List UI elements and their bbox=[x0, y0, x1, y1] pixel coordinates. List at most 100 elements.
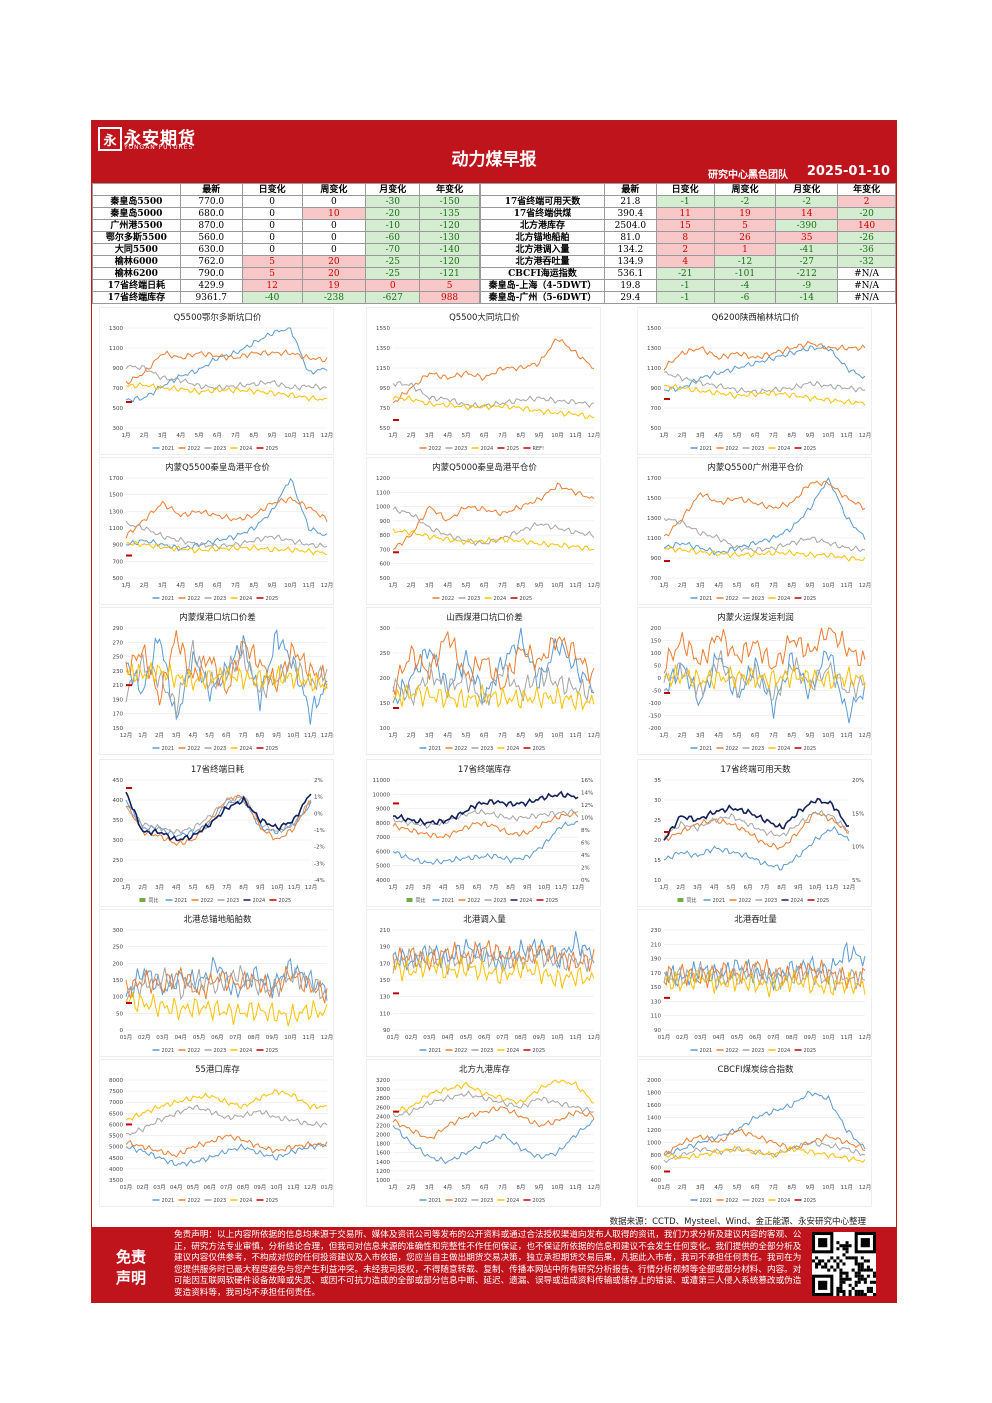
legend-label: 2024 bbox=[494, 596, 507, 602]
x-tick-label: 7月 bbox=[760, 884, 769, 891]
x-tick-label: 12月 bbox=[588, 582, 601, 589]
x-tick-label: 9月 bbox=[256, 884, 265, 891]
x-tick-label: 01月 bbox=[387, 1034, 400, 1041]
y-tick-label: 2000 bbox=[376, 1133, 390, 1139]
x-tick-label: 11月 bbox=[287, 1184, 300, 1191]
row-label: 秦皇岛5500 bbox=[92, 195, 181, 208]
y-tick-label: 100 bbox=[651, 651, 662, 657]
table-cell: -14 bbox=[775, 291, 839, 304]
x-tick-label: 12月 bbox=[588, 1184, 601, 1191]
legend-label: 2025 bbox=[804, 746, 817, 752]
data-source: 数据来源：CCTD、Mysteel、Wind、金正能源、永安研究中心整理 bbox=[609, 1217, 866, 1227]
series-2023-line bbox=[125, 965, 328, 1002]
x-tick-label: 6月 bbox=[751, 432, 760, 439]
table-header: 月变化 bbox=[775, 183, 839, 196]
x-tick-label: 4月 bbox=[443, 1184, 452, 1191]
x-tick-label: 3月 bbox=[425, 732, 434, 739]
table-cell: 5 bbox=[241, 255, 303, 268]
qr-module bbox=[839, 1277, 843, 1281]
series-2023-line bbox=[663, 650, 866, 703]
qr-module bbox=[839, 1289, 843, 1293]
series-2021-line bbox=[663, 1090, 866, 1156]
x-tick-label: 8月 bbox=[787, 732, 796, 739]
x-tick-label: 2月 bbox=[155, 732, 164, 739]
qr-module bbox=[854, 1259, 858, 1263]
y-tick-label: 500 bbox=[651, 426, 662, 432]
y-tick-label: 1500 bbox=[109, 493, 123, 499]
y2-tick-label: 16% bbox=[581, 778, 593, 784]
table-cell: -1 bbox=[655, 195, 715, 208]
chart-panel: 17省终端可用天数 35 30 25 20 15 10 20% 15% 10% 5% 1月 2月 3月 4月… bbox=[637, 759, 872, 907]
y-tick-label: 1300 bbox=[109, 509, 123, 515]
series-2022-line bbox=[125, 349, 328, 385]
y-tick-label: 1500 bbox=[647, 496, 661, 502]
disclaimer-title-text: 免责 声明 bbox=[115, 1248, 146, 1287]
x-tick-label: 1月 bbox=[138, 732, 147, 739]
chart-title: 内蒙Q5500广州港平仓价 bbox=[707, 462, 804, 473]
legend-label: 2023 bbox=[494, 898, 507, 904]
disclaimer-bar: 免责 声明 免责声明：以上内容所依据的信息均来源于交易所、媒体及资讯公司等发布的公… bbox=[92, 1227, 896, 1302]
table-cell: 29.4 bbox=[603, 291, 657, 304]
qr-module bbox=[845, 1241, 849, 1245]
price-table-right: 最新 日变化 周变化 月变化 年变化 17省终端可用天数 21.8 -1 -2 -2 2 17省终端… bbox=[480, 183, 896, 304]
table-header: 日变化 bbox=[241, 183, 303, 196]
chart-panel: Q5500大同坑口价 1550 1350 1150 950 750 550 1月 2月 3月 4月 5… bbox=[366, 307, 601, 455]
x-tick-label: 8月 bbox=[239, 884, 248, 891]
x-tick-label: 10月 bbox=[551, 732, 564, 739]
x-tick-label: 7月 bbox=[239, 732, 248, 739]
x-tick-label: 10月 bbox=[822, 1034, 835, 1041]
legend-label: 2021 bbox=[175, 898, 188, 904]
chart-panel: 北方九港库存 3200 3000 2800 2600 2400 2200 2000 1800 16… bbox=[366, 1059, 601, 1207]
qr-module bbox=[863, 1259, 867, 1263]
y-tick-label: 150 bbox=[113, 978, 124, 984]
x-tick-label: 9月 bbox=[806, 1184, 815, 1191]
chart-panel: Q6200陕西榆林坑口价 1500 1300 1100 900 700 500 1月 2月 3月 4… bbox=[637, 307, 872, 455]
table-cell: -101 bbox=[713, 267, 777, 280]
x-tick-label: 07月 bbox=[496, 1034, 509, 1041]
qr-module bbox=[854, 1262, 858, 1266]
chart-title: 北港调入量 bbox=[463, 914, 506, 925]
y-tick-label: 2400 bbox=[376, 1114, 390, 1120]
qr-module bbox=[842, 1280, 846, 1284]
x-tick-label: 4月 bbox=[172, 884, 181, 891]
row-label: CBCFI海运指数 bbox=[480, 267, 605, 280]
y-tick-label: 7500 bbox=[109, 1089, 123, 1095]
legend-label: 2025 bbox=[520, 596, 533, 602]
x-tick-label: 12月 bbox=[304, 1184, 317, 1191]
y2-tick-label: 6% bbox=[581, 841, 590, 847]
qr-module bbox=[863, 1268, 867, 1272]
table-cell: 2504.0 bbox=[603, 219, 657, 232]
legend-label: 2021 bbox=[429, 1048, 442, 1054]
row-label: 秦皇岛5000 bbox=[92, 207, 181, 220]
series-2024-line bbox=[392, 528, 595, 551]
series-2024-line bbox=[392, 683, 595, 712]
x-tick-label: 8月 bbox=[516, 1184, 525, 1191]
x-tick-label: 2月 bbox=[678, 582, 687, 589]
legend-label: 2025 bbox=[533, 1198, 546, 1204]
y-tick-label: 90 bbox=[383, 1028, 390, 1034]
y-tick-label: 750 bbox=[380, 406, 391, 412]
legend-label: 2021 bbox=[700, 1198, 713, 1204]
x-tick-label: 6月 bbox=[222, 732, 231, 739]
x-tick-label: 10月 bbox=[822, 582, 835, 589]
qr-module bbox=[839, 1280, 843, 1284]
table-cell: 19 bbox=[713, 207, 777, 220]
qr-module bbox=[869, 1280, 873, 1284]
x-tick-label: 5月 bbox=[195, 582, 204, 589]
table-cell: 20 bbox=[301, 267, 367, 280]
x-tick-label: 7月 bbox=[489, 884, 498, 891]
qr-module bbox=[860, 1289, 864, 1293]
chart-title: 17省终端日耗 bbox=[191, 764, 245, 775]
x-tick-label: 12月 bbox=[305, 884, 318, 891]
x-tick-label: 11月 bbox=[840, 582, 853, 589]
qr-module bbox=[848, 1244, 852, 1248]
qr-module bbox=[842, 1289, 846, 1293]
y-tick-label: 5000 bbox=[109, 1145, 123, 1151]
x-tick-label: 02月 bbox=[137, 1184, 150, 1191]
y-tick-label: 600 bbox=[651, 1166, 662, 1172]
x-tick-label: 12月 bbox=[572, 884, 585, 891]
qr-module bbox=[866, 1286, 870, 1290]
legend-label: 2023 bbox=[214, 746, 227, 752]
table-row: 秦皇岛-广州（5-6DWT） 29.4 -1 -6 -14 #N/A bbox=[480, 291, 896, 304]
y-tick-label: 1000 bbox=[376, 1178, 390, 1184]
